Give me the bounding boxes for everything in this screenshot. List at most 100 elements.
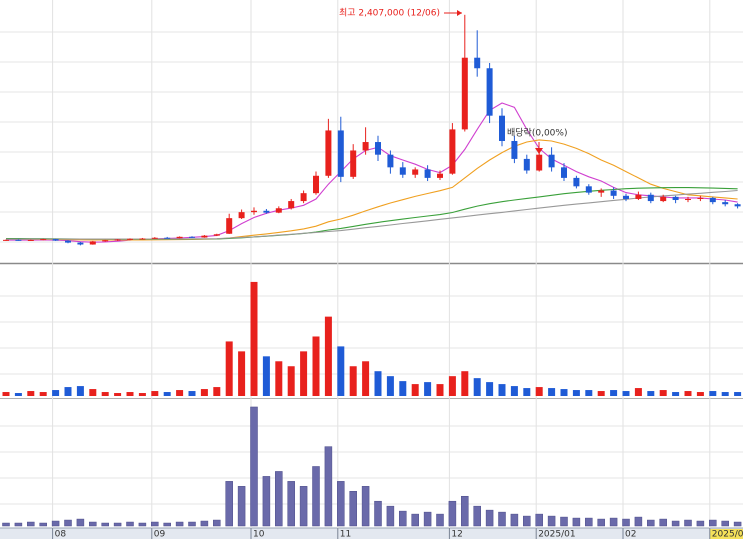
indicator-bar [2, 522, 10, 527]
volume-bar [634, 388, 642, 396]
candle-body [375, 142, 381, 155]
x-tick-label: 02 [625, 530, 636, 539]
indicator-bar [659, 518, 667, 527]
candle-body [151, 237, 158, 239]
indicator-bar [163, 522, 171, 527]
indicator-bar [287, 481, 295, 527]
x-label-highlight [709, 529, 743, 539]
volume-bar [486, 382, 494, 396]
indicator-bar [175, 521, 184, 527]
volume-bar [200, 389, 208, 396]
candle-body [697, 197, 704, 199]
volume-bar [510, 386, 518, 396]
volume-bar [225, 341, 233, 396]
candle-body [573, 177, 580, 187]
annotations: 최고 2,407,000 (12/06) 배당락(0,00%) [339, 8, 567, 154]
candles [3, 14, 741, 246]
volume-bar [560, 389, 568, 396]
candle-body [399, 167, 406, 175]
dividend-marker [535, 148, 543, 154]
candle-body [176, 236, 183, 239]
candle-body [647, 194, 654, 202]
candle-body [672, 196, 679, 201]
indicator-bar [200, 520, 209, 527]
volume-bar [52, 390, 60, 396]
candle-body [77, 242, 84, 245]
indicator-bar [262, 476, 271, 527]
x-axis-labels: 08 09 10 11 12 2025/01 02 2025/03 [52, 528, 743, 539]
indicator-bar [634, 516, 643, 527]
indicator-bar [733, 521, 742, 527]
indicator-bar [188, 521, 196, 527]
x-tick-label: 10 [253, 530, 265, 539]
indicator-bar [76, 518, 85, 527]
volume-bar [312, 336, 320, 396]
indicator-bar [585, 517, 593, 527]
indicator-bar [597, 518, 605, 527]
x-tick-label: 11 [340, 530, 351, 539]
candle-body [350, 150, 357, 177]
volume-bar [721, 392, 729, 396]
candle-body [313, 175, 319, 194]
x-tick-label: 09 [154, 530, 166, 539]
volume-bar [647, 391, 655, 396]
volume-bar [436, 384, 444, 396]
candle-body [275, 208, 282, 213]
indicator-bar [51, 520, 60, 527]
volume-bar [572, 390, 580, 396]
indicator-bar [436, 513, 444, 527]
indicator-bar [622, 518, 630, 527]
volume-bar [585, 390, 593, 396]
volume-bar [39, 392, 47, 396]
indicator-bar [523, 515, 531, 527]
candle-body [226, 218, 233, 234]
indicator-bar [547, 515, 556, 527]
volume-bar [138, 393, 146, 396]
indicator-bar [399, 510, 407, 527]
indicator-bar [27, 521, 35, 527]
candle-body [623, 195, 629, 199]
indicator-bar [312, 466, 320, 527]
candle-body [424, 169, 431, 178]
dividend-annotation: 배당락(0,00%) [507, 127, 567, 139]
candle-body [325, 130, 332, 176]
volume-bar [238, 351, 246, 396]
volume-bar [610, 390, 618, 396]
indicator-bar [361, 486, 370, 527]
month-grid [52, 0, 711, 539]
volume-bar [424, 382, 432, 396]
candle-body [598, 190, 605, 193]
indicator-bar [386, 505, 395, 527]
candle-body [27, 239, 34, 241]
candle-body [461, 57, 468, 130]
volume-bar [89, 389, 97, 396]
volume-bar [622, 391, 630, 396]
candle-body [201, 235, 208, 238]
candle-body [660, 196, 667, 202]
candle-body [685, 198, 691, 201]
x-tick-label: 2025/01 [538, 530, 575, 539]
indicator-bar [89, 521, 97, 527]
candle-body [238, 212, 245, 219]
peak-annotation: 최고 2,407,000 (12/06) [339, 8, 440, 19]
indicator-bar [225, 481, 233, 527]
volume-bar [76, 386, 84, 396]
panel-rules [0, 31, 743, 505]
volume-bar [498, 384, 506, 396]
indicator-bar [151, 521, 159, 527]
indicator-bar [709, 519, 717, 527]
indicator-bar [461, 495, 469, 527]
candle-body [474, 57, 481, 69]
volume-bar [287, 366, 295, 396]
volume-bar [411, 384, 419, 396]
volume-bar [473, 378, 481, 396]
volume-bar [324, 316, 332, 396]
volume-bar [2, 392, 10, 396]
candle-body [164, 237, 171, 239]
volume-bar [597, 391, 605, 396]
indicator-bar [64, 519, 72, 527]
indicator-bar [101, 522, 109, 527]
